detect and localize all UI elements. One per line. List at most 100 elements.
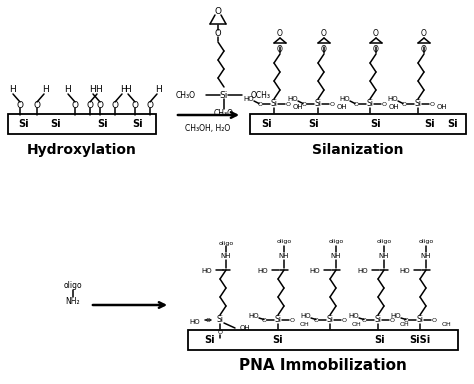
Text: OH: OH: [292, 104, 303, 110]
Text: NH: NH: [331, 253, 341, 259]
Text: NH₂: NH₂: [66, 296, 80, 306]
Text: NH: NH: [221, 253, 231, 259]
Text: O: O: [72, 101, 79, 109]
Text: OH: OH: [240, 325, 251, 331]
Text: OH: OH: [352, 321, 362, 326]
Text: O: O: [390, 318, 394, 323]
Text: HO: HO: [388, 96, 398, 102]
Text: HO: HO: [244, 96, 255, 102]
Text: CH₃OH, H₂O: CH₃OH, H₂O: [185, 124, 231, 132]
Text: CH₃O: CH₃O: [176, 91, 196, 99]
Text: O: O: [301, 101, 307, 106]
Text: HO: HO: [357, 268, 368, 274]
Text: Si: Si: [133, 119, 143, 129]
Text: O: O: [206, 318, 210, 323]
Bar: [188, 330, 458, 350]
Text: NH: NH: [421, 253, 431, 259]
Text: Si: Si: [366, 99, 374, 109]
Text: H: H: [96, 86, 102, 94]
Text: Si: Si: [374, 316, 382, 324]
Text: OH: OH: [389, 104, 399, 110]
Text: Si: Si: [262, 119, 272, 129]
Text: O: O: [362, 318, 366, 323]
Text: Hydroxylation: Hydroxylation: [27, 143, 137, 157]
Text: Si: Si: [274, 316, 282, 324]
Text: O: O: [373, 28, 379, 38]
Text: HO: HO: [288, 96, 298, 102]
Text: Si: Si: [417, 316, 423, 324]
Text: H: H: [64, 86, 72, 94]
Text: Si: Si: [425, 119, 435, 129]
Text: oligo: oligo: [219, 240, 234, 245]
Text: PNA Immobilization: PNA Immobilization: [239, 358, 407, 372]
Text: Si: Si: [315, 99, 321, 109]
Text: Si: Si: [18, 119, 29, 129]
Text: H: H: [155, 86, 163, 94]
Text: HO: HO: [301, 313, 311, 319]
Text: SiSi: SiSi: [410, 335, 430, 345]
Text: HO: HO: [340, 96, 350, 102]
Text: O: O: [421, 28, 427, 38]
Text: HO: HO: [201, 268, 212, 274]
Text: O: O: [401, 101, 407, 106]
Text: Si: Si: [271, 99, 277, 109]
Text: H: H: [120, 86, 128, 94]
Text: NH: NH: [279, 253, 289, 259]
Text: O: O: [17, 101, 24, 109]
Text: H: H: [9, 86, 17, 94]
Bar: [8, 114, 156, 134]
Text: HO: HO: [257, 268, 268, 274]
Text: OH: OH: [400, 321, 410, 326]
Text: Si: Si: [205, 335, 215, 345]
Bar: [250, 114, 466, 134]
Text: O: O: [97, 101, 103, 109]
Text: Si: Si: [309, 119, 319, 129]
Text: O: O: [373, 45, 379, 55]
Text: O: O: [277, 28, 283, 38]
Text: O: O: [313, 318, 319, 323]
Text: oligo: oligo: [376, 240, 392, 245]
Text: oligo: oligo: [419, 240, 434, 245]
Text: HO: HO: [391, 313, 401, 319]
Text: Si: Si: [217, 316, 224, 324]
Text: H: H: [125, 86, 131, 94]
Text: O: O: [329, 101, 335, 106]
Text: oligo: oligo: [328, 240, 344, 245]
Text: HO: HO: [400, 268, 410, 274]
Text: O: O: [421, 45, 427, 55]
Text: O: O: [215, 8, 221, 17]
Text: O: O: [262, 318, 266, 323]
Text: Si: Si: [220, 91, 228, 99]
Text: OH: OH: [300, 321, 310, 326]
Text: O: O: [321, 45, 327, 55]
Text: OH: OH: [442, 321, 452, 326]
Text: OH: OH: [337, 104, 347, 110]
Text: Si: Si: [414, 99, 421, 109]
Text: O: O: [285, 101, 291, 106]
Text: oligo: oligo: [276, 240, 292, 245]
Text: Si: Si: [371, 119, 381, 129]
Text: O: O: [277, 45, 283, 55]
Text: oligo: oligo: [64, 281, 82, 291]
Text: O: O: [431, 318, 437, 323]
Text: O: O: [341, 318, 346, 323]
Text: O: O: [111, 101, 118, 109]
Text: O: O: [215, 28, 221, 38]
Text: O: O: [34, 101, 40, 109]
Text: O: O: [321, 28, 327, 38]
Text: O: O: [131, 101, 138, 109]
Text: Silanization: Silanization: [312, 143, 404, 157]
Text: Si: Si: [447, 119, 458, 129]
Text: O: O: [354, 101, 358, 106]
Text: O: O: [218, 329, 222, 334]
Text: HO: HO: [310, 268, 320, 274]
Text: CH₃O: CH₃O: [214, 109, 234, 119]
Text: Si: Si: [327, 316, 334, 324]
Text: O: O: [429, 101, 435, 106]
Text: HO: HO: [190, 319, 200, 325]
Text: H: H: [43, 86, 49, 94]
Text: OH: OH: [437, 104, 447, 110]
Text: NH: NH: [379, 253, 389, 259]
Text: O: O: [86, 101, 93, 109]
Text: O: O: [257, 101, 263, 106]
